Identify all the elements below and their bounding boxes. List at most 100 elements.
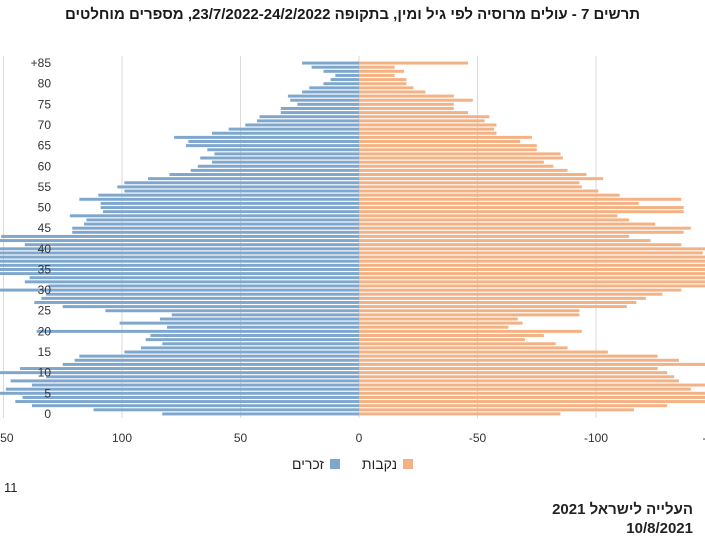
female-bar-age-42 [359,239,651,243]
female-bar-age-+85 [359,61,469,65]
male-bar-age-9 [46,375,359,379]
male-bar-age-44 [72,230,359,234]
male-bar-age-28 [41,296,360,300]
male-bar-age-78 [302,90,359,94]
female-bar-age-12 [359,362,705,366]
male-bar-age-55 [117,185,359,189]
male-bar-age-12 [62,362,359,366]
female-bar-age-75 [359,102,454,106]
female-bar-age-17 [359,342,556,346]
male-bar-age-82 [335,73,359,77]
footer-date: 10/8/2021 [626,520,693,537]
female-bar-age-24 [359,313,580,317]
male-bar-age-71 [257,119,359,123]
female-bar-age-5 [359,391,705,395]
legend-item-female: נקבות [362,456,414,472]
male-bar-age-41 [24,243,360,247]
male-bar-age-36 [0,263,360,267]
male-bar-age-67 [174,135,359,139]
female-bar-age-84 [359,65,395,69]
male-bar-age-50 [100,206,360,210]
female-bar-age-18 [359,338,525,342]
y-tick-label: 35 [38,262,52,276]
male-bar-age-11 [20,367,360,371]
female-bar-age-25 [359,309,580,313]
female-bar-age-28 [359,296,646,300]
male-bar-age-53 [98,193,360,197]
male-bar-age-80 [323,82,359,86]
male-bar-age-73 [280,111,359,115]
female-bar-age-6 [359,387,691,391]
female-bar-age-73 [359,111,469,115]
female-bar-age-31 [359,284,705,288]
x-tick-label: 0 [356,431,363,445]
y-tick-label: 70 [38,118,52,132]
male-bar-age-35 [0,267,360,271]
female-bar-age-45 [359,226,691,230]
male-bar-age-32 [24,280,360,284]
y-tick-label: 80 [38,77,52,91]
male-bar-age-79 [309,86,359,90]
female-bar-age-76 [359,98,473,102]
female-bar-age-11 [359,367,658,371]
female-bar-age-58 [359,173,587,177]
y-tick-label: 20 [38,324,52,338]
female-bar-age-55 [359,185,582,189]
male-bar-age-72 [259,115,359,119]
female-bar-age-3 [359,400,705,404]
female-bar-age-71 [359,119,485,123]
male-bar-age-59 [190,168,359,172]
male-bar-age-26 [62,305,359,309]
male-bar-age-61 [212,160,359,164]
male-bar-age-81 [330,78,359,82]
female-bar-age-56 [359,181,580,185]
female-bar-age-47 [359,218,630,222]
y-tick-labels: 0 5 10 15 20 25 30 35 40 45 50 55 60 65 70 75 80 +85 [31,56,52,421]
male-bar-age-10 [0,371,359,375]
male-bar-age-7 [31,383,359,387]
y-tick-label: 40 [38,242,52,256]
female-bar-age-80 [359,82,407,86]
female-bar-age-69 [359,127,495,131]
male-bar-age-23 [159,317,359,321]
y-tick-label: 45 [38,221,52,235]
female-bar-age-83 [359,69,405,73]
x-tick-label: -100 [584,431,608,445]
male-bar-age-22 [119,321,359,325]
male-bar-age-19 [150,334,359,337]
male-bar-age-65 [185,144,359,148]
female-bar-age-22 [359,321,523,325]
female-bar-age-30 [359,288,682,292]
female-bar-age-78 [359,90,426,94]
female-bar-age-21 [359,325,509,329]
female-bar-age-57 [359,177,604,181]
male-bar-age-27 [34,300,360,304]
chart-title: תרשים 7 - עולים מרוסיה לפי גיל ומין, בתק… [65,6,640,23]
female-bar-age-4 [359,395,705,399]
female-bar-age-50 [359,206,684,210]
female-bar-age-34 [359,272,705,276]
female-bar-age-72 [359,115,490,119]
female-bar-age-68 [359,131,497,135]
female-bar-age-77 [359,94,454,98]
female-bar-age-37 [359,259,705,263]
male-bar-age-45 [72,226,359,230]
female-bar-age-53 [359,193,620,197]
male-bar-age-5 [0,391,359,395]
female-bar-age-59 [359,168,568,172]
y-tick-label: 50 [38,201,52,215]
footer-publication: העלייה לישראל 2021 [552,501,693,518]
legend-item-male: זכרים [292,456,340,472]
male-bar-age-48 [69,214,360,218]
female-bar-age-9 [359,375,675,379]
male-bar-age-6 [5,387,360,391]
female-bar-age-63 [359,152,561,156]
male-bar-age-21 [167,325,359,329]
female-bar-age-48 [359,214,618,218]
female-bar-age-33 [359,276,705,280]
male-bar-age-17 [162,342,359,346]
male-bar-age-70 [245,123,359,127]
male-bar-age-54 [124,189,360,193]
female-bar-age-36 [359,263,705,267]
